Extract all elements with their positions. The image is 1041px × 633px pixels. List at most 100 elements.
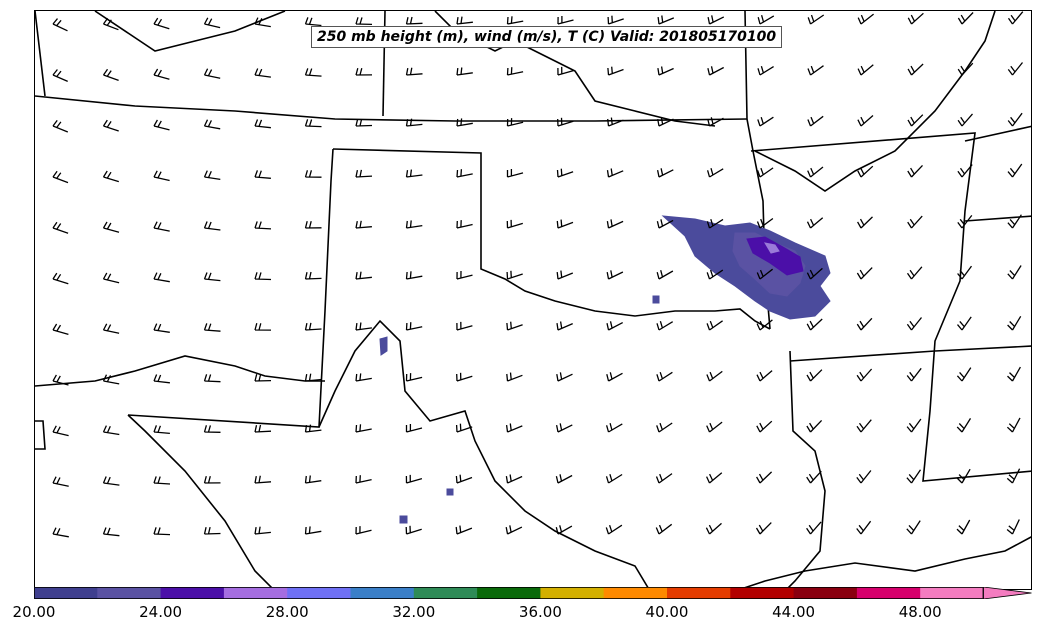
wind-barb bbox=[906, 367, 922, 382]
wind-barb bbox=[254, 526, 271, 535]
wind-barb bbox=[455, 474, 473, 484]
wind-barb bbox=[756, 420, 773, 433]
wind-barb bbox=[556, 372, 573, 382]
wind-barb bbox=[656, 371, 673, 382]
wind-barb bbox=[857, 64, 874, 76]
wind-barb bbox=[405, 67, 423, 76]
map-canvas bbox=[35, 11, 1031, 589]
wind-barb bbox=[706, 320, 723, 331]
wind-barb bbox=[857, 13, 875, 25]
wind-barb bbox=[1006, 468, 1021, 484]
wind-barb bbox=[304, 475, 322, 484]
wind-barb bbox=[506, 16, 524, 25]
wind-barb bbox=[153, 425, 170, 435]
wind-barb bbox=[405, 169, 423, 178]
wind-barb bbox=[555, 525, 573, 535]
wind-barb bbox=[856, 470, 872, 484]
state-border bbox=[964, 125, 1031, 142]
wind-barb bbox=[153, 272, 170, 283]
wind-barb bbox=[102, 425, 120, 436]
state-border bbox=[94, 11, 286, 52]
wind-barb bbox=[1007, 62, 1024, 76]
wind-barb bbox=[956, 418, 972, 433]
temperature-contour-fill bbox=[379, 336, 388, 356]
wind-barb bbox=[304, 373, 322, 382]
colorbar-tick-label: 28.00 bbox=[265, 603, 309, 621]
wind-barb bbox=[52, 374, 69, 386]
wind-barb bbox=[153, 17, 170, 30]
wind-barb bbox=[756, 167, 774, 178]
wind-barb bbox=[203, 374, 221, 383]
wind-barb bbox=[203, 323, 221, 332]
wind-barb bbox=[856, 267, 873, 280]
wind-barb bbox=[203, 272, 221, 282]
wind-barb bbox=[605, 423, 623, 433]
wind-barb bbox=[807, 14, 825, 25]
wind-barb bbox=[756, 471, 773, 484]
wind-barb bbox=[456, 16, 473, 25]
wind-barb bbox=[956, 468, 971, 484]
wind-barb bbox=[906, 469, 922, 484]
colorbar-segment bbox=[793, 587, 858, 599]
wind-barb bbox=[807, 115, 824, 127]
wind-barb bbox=[707, 66, 725, 76]
wind-barb bbox=[203, 425, 221, 433]
wind-barb bbox=[102, 17, 119, 31]
wind-barb bbox=[102, 476, 120, 486]
wind-barb bbox=[706, 472, 723, 484]
wind-barb bbox=[254, 68, 271, 78]
temperature-contour-fill bbox=[446, 488, 454, 496]
wind-barb bbox=[153, 323, 170, 333]
wind-barb bbox=[557, 66, 574, 76]
wind-barb bbox=[455, 423, 473, 433]
wind-barb bbox=[957, 12, 974, 25]
wind-barbs bbox=[52, 11, 1024, 538]
wind-barb bbox=[556, 219, 574, 229]
state-border bbox=[35, 355, 325, 387]
wind-barb bbox=[657, 15, 675, 25]
wind-barb bbox=[304, 526, 322, 535]
wind-barb bbox=[52, 425, 69, 437]
wind-barb bbox=[706, 421, 723, 433]
wind-barb bbox=[455, 525, 473, 535]
wind-barb bbox=[856, 368, 873, 382]
wind-barb bbox=[906, 520, 921, 535]
coastline bbox=[738, 536, 1031, 589]
wind-barb bbox=[355, 424, 372, 433]
wind-barb bbox=[806, 267, 823, 280]
wind-barb bbox=[806, 419, 823, 433]
wind-barb bbox=[957, 316, 972, 331]
colorbar-extend-arrow bbox=[983, 587, 1032, 599]
wind-barb bbox=[505, 525, 523, 535]
wind-barb bbox=[456, 270, 473, 280]
wind-barb bbox=[405, 474, 423, 484]
wind-barb bbox=[506, 321, 523, 331]
wind-barb bbox=[52, 170, 69, 184]
state-border bbox=[750, 132, 1031, 482]
wind-barb bbox=[907, 114, 924, 127]
wind-barb bbox=[1007, 112, 1023, 127]
state-border bbox=[789, 345, 1031, 362]
wind-barb bbox=[203, 476, 221, 484]
state-border bbox=[332, 148, 771, 330]
wind-barb bbox=[1006, 417, 1021, 433]
wind-barb bbox=[102, 272, 120, 284]
wind-barb bbox=[304, 271, 322, 280]
wind-barb bbox=[756, 370, 773, 382]
wind-barb bbox=[806, 318, 823, 331]
wind-barb bbox=[52, 476, 69, 487]
colorbar bbox=[34, 587, 1032, 599]
wind-barb bbox=[557, 16, 574, 25]
wind-barb bbox=[956, 519, 971, 535]
colorbar-segment bbox=[350, 587, 415, 599]
colorbar-tick-label: 24.00 bbox=[139, 603, 183, 621]
temperature-contour-fill bbox=[763, 242, 780, 254]
colorbar-segment bbox=[160, 587, 225, 599]
colorbar-segment bbox=[287, 587, 351, 599]
wind-barb bbox=[405, 118, 423, 127]
wind-barb bbox=[757, 15, 775, 25]
wind-barb bbox=[254, 323, 272, 331]
wind-barb bbox=[355, 17, 373, 26]
colorbar-tick-label: 40.00 bbox=[645, 603, 689, 621]
wind-barb bbox=[1007, 366, 1021, 382]
